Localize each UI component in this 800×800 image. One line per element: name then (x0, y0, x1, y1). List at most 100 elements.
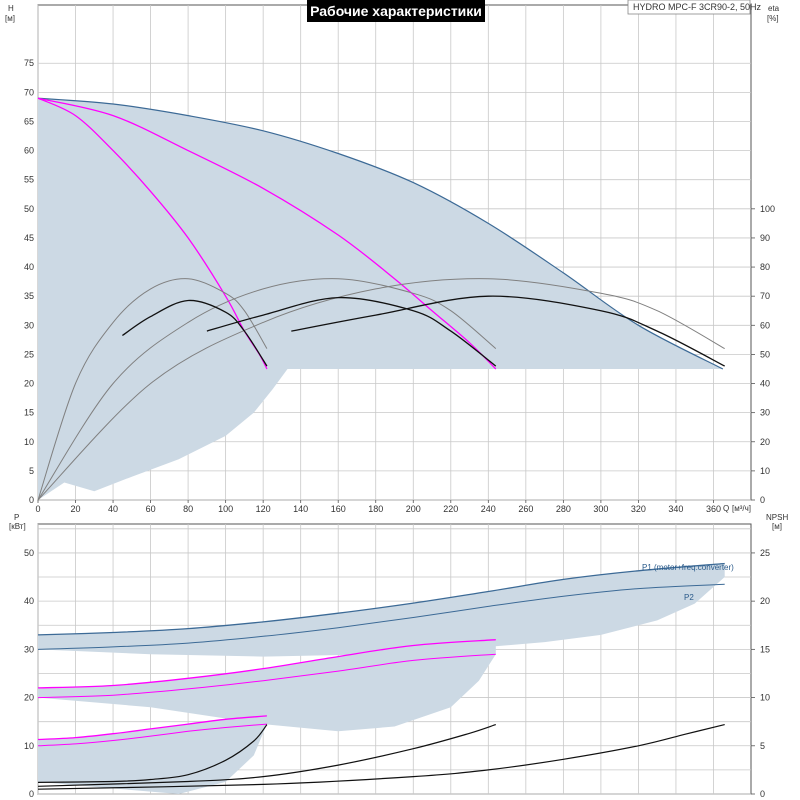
h-tick-label-0: 0 (29, 495, 34, 505)
x-tick-label-5: 100 (218, 504, 233, 514)
h-tick-label-10: 50 (24, 204, 34, 214)
curve-eta-one-pump-lower (122, 299, 268, 367)
top-y-ticks: 0 5 10 15 20 25 30 35 40 45 50 55 60 65 70 75 (24, 58, 34, 505)
p-axis-label: P (14, 513, 19, 522)
bottom-y2-ticks: 0 5 10 15 20 25 (751, 548, 770, 799)
q-axis-label: Q (723, 504, 729, 513)
legend-p2: P2 (684, 593, 694, 602)
model-label-box (627, 0, 751, 15)
eta-tick-label-3: 30 (760, 408, 770, 418)
p-tick-label-5: 50 (24, 548, 34, 558)
q-axis-unit: [м³/ч] (732, 504, 751, 513)
curve-eta-three-pumps-lower (291, 295, 726, 367)
top-operating-area (38, 98, 723, 500)
power-area-0 (38, 563, 725, 657)
power-area-1 (38, 639, 496, 732)
h-tick-label-5: 25 (24, 349, 34, 359)
curve-eta-three-pumps (37, 278, 725, 501)
curve-p2-two-pumps (37, 653, 496, 699)
chart-title: Рабочие характеристики (310, 3, 482, 19)
eta-tick-label-7: 70 (760, 291, 770, 301)
curve-eta-two-pumps (37, 278, 497, 501)
h-tick-label-9: 45 (24, 233, 34, 243)
p-axis-unit: [кВт] (9, 522, 26, 531)
x-tick-label-11: 220 (443, 504, 458, 514)
p-tick-label-0: 0 (29, 789, 34, 799)
h-tick-label-8: 40 (24, 262, 34, 272)
x-tick-label-9: 180 (368, 504, 383, 514)
curve-p1-max (37, 562, 725, 636)
curve-npsh-one-pump (37, 724, 268, 783)
eta-tick-label-4: 40 (760, 379, 770, 389)
p-tick-label-2: 20 (24, 693, 34, 703)
eta-tick-label-1: 10 (760, 466, 770, 476)
x-tick-label-0: 0 (35, 504, 40, 514)
x-tick-label-17: 340 (668, 504, 683, 514)
x-tick-label-14: 280 (556, 504, 571, 514)
h-tick-label-3: 15 (24, 408, 34, 418)
eta-tick-label-2: 20 (760, 437, 770, 447)
h-axis-label: H (8, 4, 14, 13)
h-tick-label-12: 60 (24, 146, 34, 156)
bottom-y-ticks: 0 10 20 30 40 50 (24, 548, 34, 799)
curve-p2-one-pump (37, 723, 267, 747)
x-tick-label-15: 300 (593, 504, 608, 514)
x-tick-label-16: 320 (631, 504, 646, 514)
p-tick-label-3: 30 (24, 644, 34, 654)
x-tick-label-6: 120 (256, 504, 271, 514)
npsh-axis-unit: [м] (772, 522, 782, 531)
eta-tick-label-10: 100 (760, 204, 775, 214)
curve-npsh-two-pumps (37, 724, 496, 787)
h-tick-label-14: 70 (24, 87, 34, 97)
h-tick-label-7: 35 (24, 291, 34, 301)
x-tick-label-3: 60 (146, 504, 156, 514)
eta-tick-label-5: 50 (760, 349, 770, 359)
h-tick-label-11: 55 (24, 175, 34, 185)
curve-p1-one-pump (37, 715, 267, 741)
npsh-tick-label-5: 25 (760, 548, 770, 558)
x-tick-label-18: 360 (706, 504, 721, 514)
top-y2-ticks: 0 10 20 30 40 50 60 70 80 90 100 (751, 204, 775, 505)
h-tick-label-4: 20 (24, 379, 34, 389)
bottom-curves (37, 562, 725, 790)
curve-p2-max (37, 583, 725, 650)
npsh-tick-label-4: 20 (760, 596, 770, 606)
eta-tick-label-6: 60 (760, 320, 770, 330)
x-tick-label-7: 140 (293, 504, 308, 514)
npsh-tick-label-3: 15 (760, 644, 770, 654)
p-tick-label-4: 40 (24, 596, 34, 606)
eta-axis-label: eta (768, 4, 780, 13)
chart-title-background (307, 0, 485, 22)
curve-eta-one-pump (37, 278, 268, 501)
x-tick-label-12: 240 (481, 504, 496, 514)
x-tick-label-4: 80 (183, 504, 193, 514)
curve-p1-two-pumps (37, 639, 496, 689)
model-label: HYDRO MPC-F 3CR90-2, 50Hz (633, 2, 762, 12)
npsh-tick-label-0: 0 (760, 789, 765, 799)
top-panel: 0 20 40 60 80 100 120 140 160 180 200 220 240 260 280 3… (5, 0, 780, 514)
curve-eta-two-pumps-lower (206, 296, 497, 367)
x-tick-label-13: 260 (518, 504, 533, 514)
h-tick-label-13: 65 (24, 116, 34, 126)
x-tick-label-10: 200 (406, 504, 421, 514)
npsh-axis-label: NPSH (766, 513, 788, 522)
p-tick-label-1: 10 (24, 741, 34, 751)
curve-head-max (37, 97, 724, 370)
curve-head-two-pumps (37, 97, 497, 370)
eta-axis-unit: [%] (767, 14, 779, 23)
h-tick-label-1: 5 (29, 466, 34, 476)
x-tick-label-8: 160 (331, 504, 346, 514)
x-tick-label-2: 40 (108, 504, 118, 514)
legend-p1: P1 (motor+freq.converter) (642, 563, 734, 572)
top-x-ticks: 0 20 40 60 80 100 120 140 160 180 200 220 240 260 280 3… (35, 500, 721, 514)
curve-npsh-three-pumps (37, 724, 725, 790)
h-tick-label-2: 10 (24, 437, 34, 447)
x-tick-label-1: 20 (71, 504, 81, 514)
h-axis-unit: [м] (5, 14, 15, 23)
top-curves (37, 97, 726, 501)
eta-tick-label-9: 90 (760, 233, 770, 243)
npsh-tick-label-2: 10 (760, 693, 770, 703)
npsh-tick-label-1: 5 (760, 741, 765, 751)
power-area-2 (38, 715, 267, 794)
